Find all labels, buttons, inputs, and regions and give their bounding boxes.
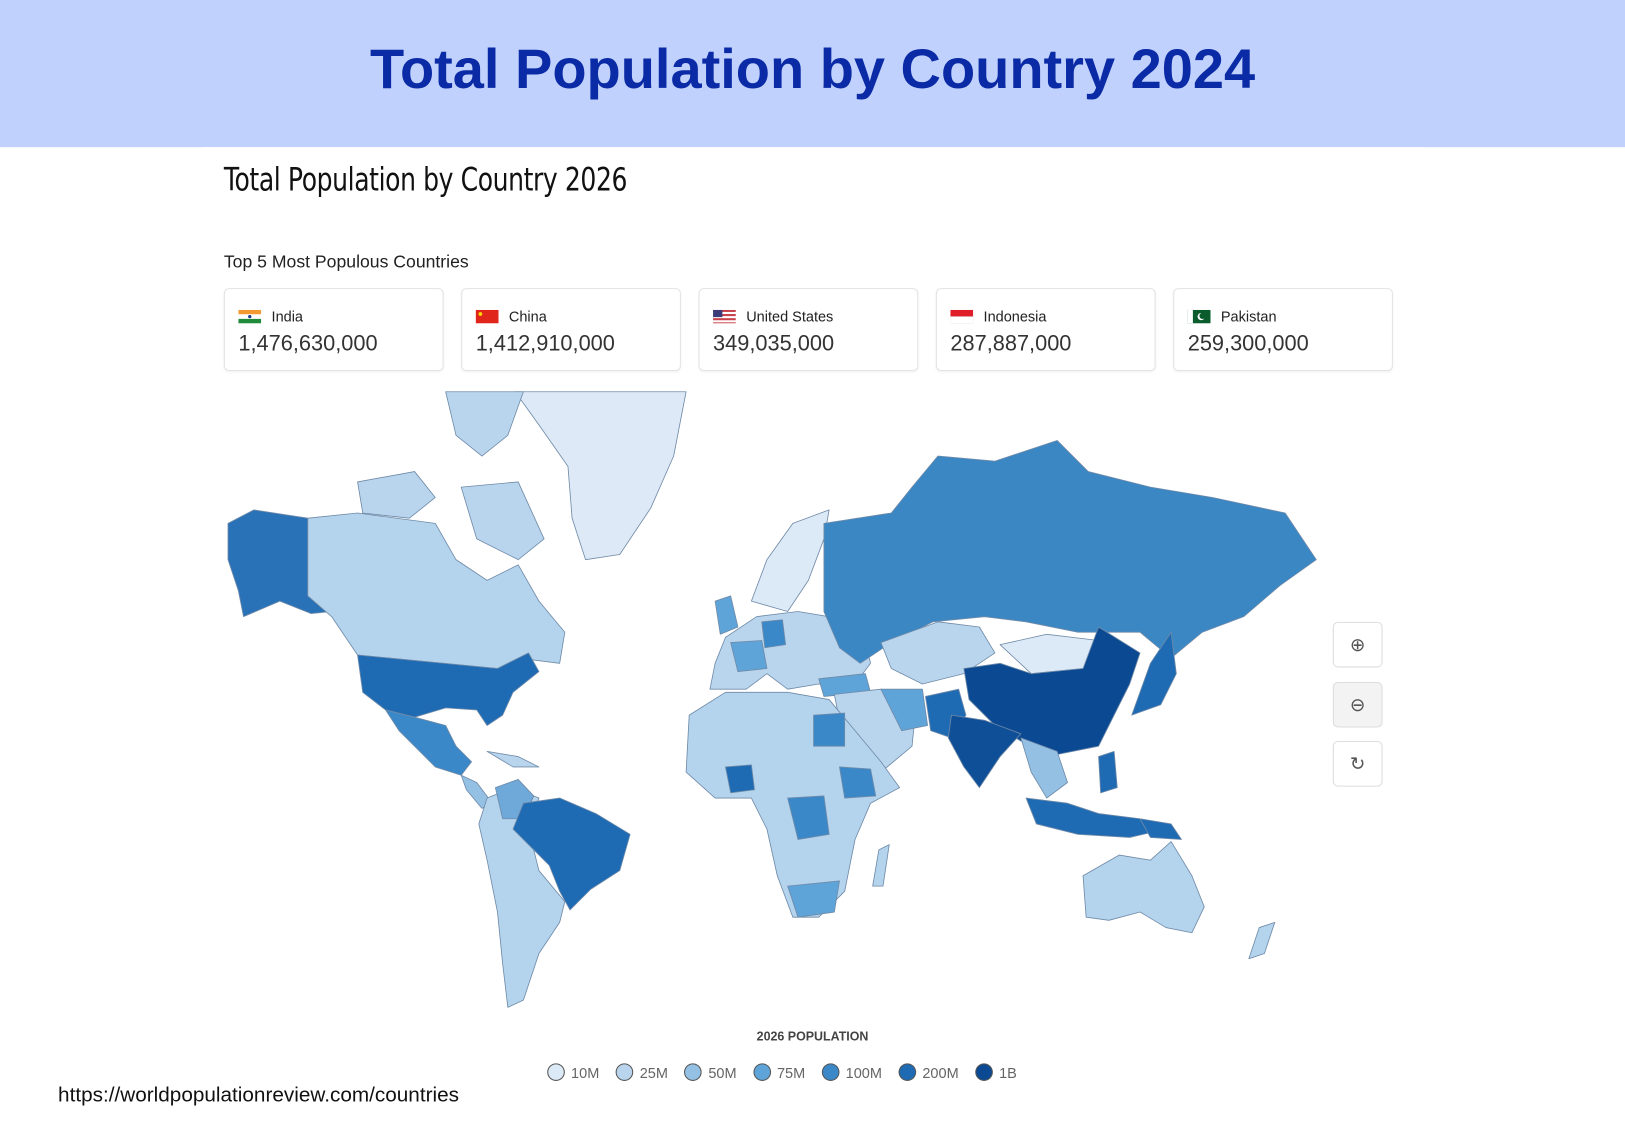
region-japan[interactable]: [1131, 631, 1177, 716]
region-philippines[interactable]: [1098, 750, 1118, 794]
region-scandinavia[interactable]: [750, 509, 830, 612]
country-card-india: India 1,476,630,000: [223, 288, 444, 372]
region-arctic-islands-2[interactable]: [357, 471, 436, 519]
legend-label: 100M: [845, 1063, 882, 1081]
region-australia[interactable]: [1082, 841, 1205, 934]
legend-label: 50M: [708, 1063, 737, 1081]
region-ethiopia[interactable]: [839, 766, 877, 799]
country-population: 349,035,000: [713, 331, 835, 356]
country-name: India: [271, 307, 304, 325]
country-name: Indonesia: [983, 307, 1047, 325]
legend-swatch: [975, 1063, 993, 1081]
zoom-out-icon: ⊖: [1349, 693, 1366, 715]
legend-swatch: [684, 1063, 703, 1081]
region-egypt[interactable]: [813, 712, 846, 747]
banner-title: Total Population by Country 2024: [369, 38, 1256, 101]
top-countries-heading: Top 5 Most Populous Countries: [223, 251, 469, 272]
legend-title: 2026 POPULATION: [756, 1029, 869, 1044]
region-new-zealand[interactable]: [1248, 921, 1276, 960]
legend-swatch: [753, 1063, 771, 1081]
country-name: United States: [746, 307, 834, 325]
page-title: Total Population by Country 2026: [223, 161, 628, 199]
region-arctic-islands[interactable]: [445, 391, 524, 457]
region-drc[interactable]: [787, 795, 830, 840]
region-arctic-islands-3[interactable]: [460, 481, 545, 561]
us-flag-icon: [713, 309, 736, 324]
region-france[interactable]: [730, 640, 768, 673]
country-population: 1,476,630,000: [238, 331, 378, 356]
reset-view-button[interactable]: ↻: [1332, 741, 1383, 787]
region-southeast-asia[interactable]: [1020, 737, 1068, 799]
zoom-out-button[interactable]: ⊖: [1332, 681, 1383, 728]
banner: Total Population by Country 2024: [0, 0, 1625, 148]
country-name: China: [508, 307, 547, 325]
legend-label: 200M: [922, 1063, 959, 1081]
population-page: Total Population by Country 2026 Top 5 M…: [203, 147, 1422, 1125]
region-germany[interactable]: [761, 619, 787, 649]
region-mexico[interactable]: [385, 709, 472, 776]
country-name: Pakistan: [1220, 307, 1277, 325]
region-russia[interactable]: [823, 440, 1317, 664]
pakistan-flag-icon: [1187, 309, 1211, 324]
legend-label: 1B: [999, 1063, 1017, 1081]
country-population: 259,300,000: [1187, 331, 1309, 356]
region-alaska[interactable]: [227, 509, 333, 618]
india-flag-icon: [238, 309, 262, 324]
legend-label: 75M: [776, 1063, 806, 1081]
china-flag-icon: [475, 309, 499, 324]
region-caribbean[interactable]: [486, 750, 540, 768]
legend-swatch: [821, 1063, 840, 1081]
indonesia-flag-icon: [950, 309, 974, 324]
region-united-states[interactable]: [357, 652, 540, 726]
region-nigeria[interactable]: [725, 764, 755, 794]
legend-swatch: [615, 1063, 634, 1081]
legend: 10M 25M 50M 75M 100M 200M 1B: [547, 1063, 1027, 1081]
country-card-indonesia: Indonesia 287,887,000: [935, 288, 1156, 372]
region-new-guinea[interactable]: [1139, 818, 1182, 840]
region-madagascar[interactable]: [872, 844, 890, 887]
legend-label: 10M: [571, 1063, 600, 1081]
country-population: 1,412,910,000: [475, 331, 615, 356]
region-uk[interactable]: [714, 595, 739, 635]
source-url[interactable]: https://worldpopulationreview.com/countr…: [58, 1084, 459, 1107]
legend-label: 25M: [639, 1063, 668, 1081]
reset-icon: ↻: [1349, 752, 1366, 774]
legend-swatch: [898, 1063, 917, 1081]
region-india[interactable]: [947, 714, 1022, 789]
country-card-china: China 1,412,910,000: [461, 288, 681, 372]
region-canada[interactable]: [307, 512, 566, 669]
country-card-united-states: United States 349,035,000: [698, 288, 919, 372]
region-indonesia[interactable]: [1025, 797, 1167, 838]
region-iran[interactable]: [880, 688, 928, 732]
region-south-africa[interactable]: [787, 880, 840, 918]
top-countries-cards: India 1,476,630,000 China 1,412,910,000 …: [223, 288, 1393, 372]
region-greenland[interactable]: [514, 391, 687, 561]
zoom-in-icon: ⊕: [1349, 633, 1366, 655]
legend-swatch: [547, 1063, 565, 1081]
country-card-pakistan: Pakistan 259,300,000: [1173, 288, 1393, 372]
region-brazil[interactable]: [512, 797, 631, 911]
zoom-in-button[interactable]: ⊕: [1332, 621, 1383, 668]
world-choropleth-map[interactable]: [203, 388, 1422, 1020]
country-population: 287,887,000: [950, 331, 1072, 356]
